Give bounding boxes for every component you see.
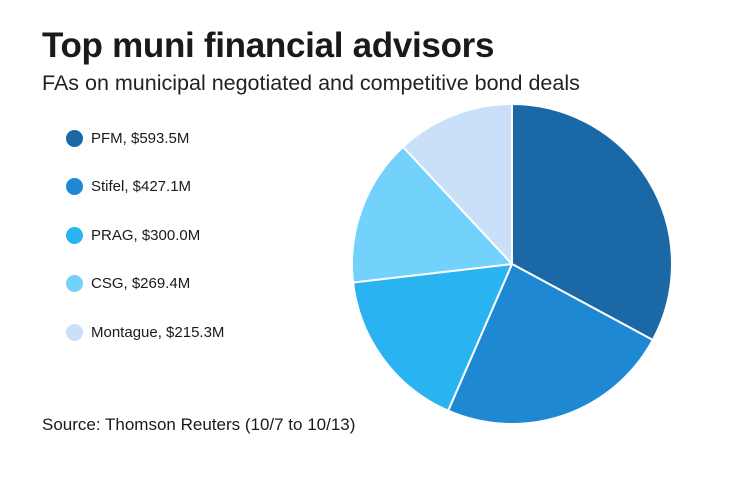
- source-note: Source: Thomson Reuters (10/7 to 10/13): [42, 415, 356, 434]
- pie-slice-montague: [402, 103, 513, 265]
- legend-item-prag: PRAG, $300.0M: [66, 223, 224, 247]
- legend-swatch-csg: [66, 275, 83, 292]
- legend-item-pfm: PFM, $593.5M: [66, 126, 224, 150]
- legend-swatch-prag: [66, 226, 83, 244]
- legend: PFM, $593.5M Stifel, $427.1M PRAG, $300.…: [66, 126, 224, 369]
- pie-slice-csg: [351, 145, 513, 284]
- legend-swatch-stifel: [66, 178, 83, 195]
- legend-label-csg: CSG, $269.4M: [91, 275, 191, 292]
- pie-slice-pfm: [511, 103, 673, 341]
- legend-label-stifel: Stifel, $427.1M: [91, 178, 192, 195]
- chart-subtitle: FAs on municipal negotiated and competit…: [42, 71, 580, 95]
- legend-swatch-pfm: [66, 129, 83, 147]
- pie-slice-stifel: [447, 263, 654, 425]
- legend-item-stifel: Stifel, $427.1M: [66, 175, 224, 199]
- legend-swatch-montague: [66, 323, 83, 341]
- legend-label-pfm: PFM, $593.5M: [91, 129, 190, 147]
- pie-slice-prag: [352, 263, 513, 412]
- legend-item-csg: CSG, $269.4M: [66, 272, 224, 296]
- chart-title: Top muni financial advisors: [42, 26, 495, 65]
- legend-item-montague: Montague, $215.3M: [66, 320, 224, 344]
- legend-label-montague: Montague, $215.3M: [91, 323, 225, 341]
- legend-label-prag: PRAG, $300.0M: [91, 226, 201, 244]
